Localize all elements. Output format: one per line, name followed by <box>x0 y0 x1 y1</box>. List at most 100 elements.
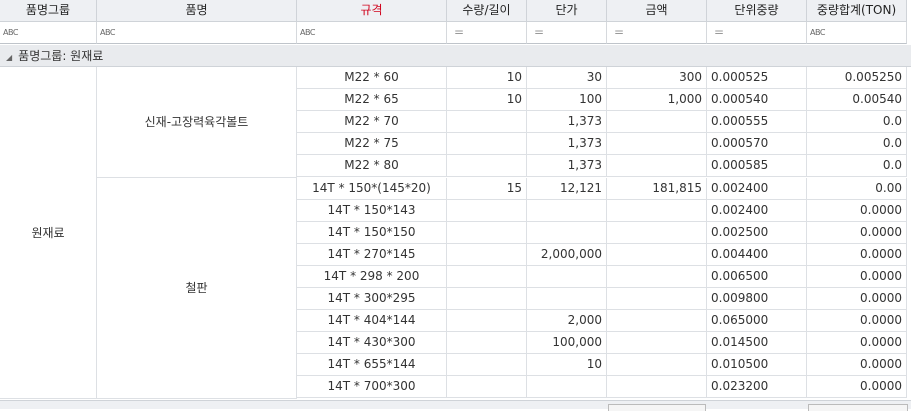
cell-spec[interactable]: 14T * 150*143 <box>297 199 447 222</box>
column-header-2[interactable]: 품명 <box>97 0 297 22</box>
cell-spec[interactable]: 14T * 150*(145*20) <box>297 177 447 200</box>
cell-total-weight[interactable]: 0.0 <box>807 133 907 156</box>
column-filter-5[interactable]: = <box>527 22 607 44</box>
cell-unit-weight[interactable]: 0.065000 <box>707 310 807 333</box>
column-header-4[interactable]: 수량/길이 <box>447 0 527 22</box>
column-header-8[interactable]: 중량합계(TON) <box>807 0 907 22</box>
cell-total-weight[interactable]: 0.0000 <box>807 310 907 333</box>
cell-spec[interactable]: 14T * 270*145 <box>297 243 447 266</box>
cell-qty[interactable] <box>447 133 527 156</box>
cell-price[interactable] <box>527 199 607 222</box>
cell-total-weight[interactable]: 0.005250 <box>807 67 907 90</box>
cell-unit-weight[interactable]: 0.014500 <box>707 332 807 355</box>
cell-price[interactable]: 10 <box>527 354 607 377</box>
cell-spec[interactable]: M22 * 60 <box>297 67 447 90</box>
cell-price[interactable]: 100,000 <box>527 332 607 355</box>
cell-unit-weight[interactable]: 0.002400 <box>707 177 807 200</box>
cell-spec[interactable]: M22 * 75 <box>297 133 447 156</box>
cell-price[interactable] <box>527 288 607 311</box>
cell-qty[interactable]: 10 <box>447 67 527 90</box>
cell-unit-weight[interactable]: 0.000540 <box>707 89 807 112</box>
cell-unit-weight[interactable]: 0.000585 <box>707 155 807 178</box>
cell-amount[interactable] <box>607 310 707 333</box>
cell-amount[interactable]: 300 <box>607 67 707 90</box>
cell-amount[interactable] <box>607 265 707 288</box>
cell-unit-weight[interactable]: 0.004400 <box>707 243 807 266</box>
cell-qty[interactable] <box>447 288 527 311</box>
cell-amount[interactable]: 181,815 <box>607 177 707 200</box>
cell-spec[interactable]: M22 * 80 <box>297 155 447 178</box>
cell-qty[interactable] <box>447 332 527 355</box>
cell-qty[interactable] <box>447 243 527 266</box>
cell-qty[interactable]: 10 <box>447 89 527 112</box>
cell-spec[interactable]: 14T * 404*144 <box>297 310 447 333</box>
cell-total-weight[interactable]: 0.0000 <box>807 221 907 244</box>
cell-spec[interactable]: M22 * 65 <box>297 89 447 112</box>
cell-total-weight[interactable]: 0.0000 <box>807 243 907 266</box>
cell-amount[interactable] <box>607 288 707 311</box>
cell-qty[interactable] <box>447 376 527 399</box>
cell-unit-weight[interactable]: 0.009800 <box>707 288 807 311</box>
cell-price[interactable] <box>527 376 607 399</box>
cell-total-weight[interactable]: 0.0000 <box>807 199 907 222</box>
cell-total-weight[interactable]: 0.0000 <box>807 288 907 311</box>
collapse-triangle-icon[interactable]: ◢ <box>6 53 13 62</box>
cell-spec[interactable]: 14T * 300*295 <box>297 288 447 311</box>
cell-unit-weight[interactable]: 0.002500 <box>707 221 807 244</box>
cell-total-weight[interactable]: 0.0000 <box>807 332 907 355</box>
cell-price[interactable] <box>527 265 607 288</box>
cell-total-weight[interactable]: 0.0000 <box>807 376 907 399</box>
cell-qty[interactable] <box>447 354 527 377</box>
cell-amount[interactable] <box>607 221 707 244</box>
cell-spec[interactable]: M22 * 70 <box>297 111 447 134</box>
cell-price[interactable] <box>527 221 607 244</box>
cell-amount[interactable] <box>607 376 707 399</box>
cell-total-weight[interactable]: 0.0 <box>807 111 907 134</box>
cell-amount[interactable] <box>607 354 707 377</box>
column-header-7[interactable]: 단위중량 <box>707 0 807 22</box>
cell-price[interactable]: 30 <box>527 67 607 90</box>
cell-price[interactable]: 12,121 <box>527 177 607 200</box>
cell-spec[interactable]: 14T * 700*300 <box>297 376 447 399</box>
cell-qty[interactable] <box>447 310 527 333</box>
cell-unit-weight[interactable]: 0.000525 <box>707 67 807 90</box>
group-row-header[interactable]: ◢ 품명그룹: 원재료 <box>0 45 911 67</box>
cell-qty[interactable] <box>447 111 527 134</box>
cell-spec[interactable]: 14T * 655*144 <box>297 354 447 377</box>
cell-amount[interactable] <box>607 199 707 222</box>
cell-amount[interactable] <box>607 332 707 355</box>
cell-qty[interactable] <box>447 221 527 244</box>
cell-unit-weight[interactable]: 0.000570 <box>707 133 807 156</box>
column-header-6[interactable]: 금액 <box>607 0 707 22</box>
cell-qty[interactable] <box>447 199 527 222</box>
cell-price[interactable]: 2,000 <box>527 310 607 333</box>
cell-total-weight[interactable]: 0.0 <box>807 155 907 178</box>
column-filter-8[interactable]: ABC <box>807 22 907 44</box>
cell-spec[interactable]: 14T * 150*150 <box>297 221 447 244</box>
cell-amount[interactable] <box>607 155 707 178</box>
column-filter-6[interactable]: = <box>607 22 707 44</box>
column-filter-1[interactable]: ABC <box>0 22 97 44</box>
column-filter-7[interactable]: = <box>707 22 807 44</box>
cell-total-weight[interactable]: 0.00540 <box>807 89 907 112</box>
cell-qty[interactable]: 15 <box>447 177 527 200</box>
column-filter-3[interactable]: ABC <box>297 22 447 44</box>
cell-amount[interactable] <box>607 111 707 134</box>
cell-price[interactable]: 1,373 <box>527 111 607 134</box>
cell-total-weight[interactable]: 0.0000 <box>807 265 907 288</box>
cell-price[interactable]: 100 <box>527 89 607 112</box>
cell-unit-weight[interactable]: 0.010500 <box>707 354 807 377</box>
column-header-5[interactable]: 단가 <box>527 0 607 22</box>
column-filter-2[interactable]: ABC <box>97 22 297 44</box>
cell-amount[interactable] <box>607 133 707 156</box>
cell-price[interactable]: 1,373 <box>527 133 607 156</box>
cell-qty[interactable] <box>447 155 527 178</box>
cell-unit-weight[interactable]: 0.002400 <box>707 199 807 222</box>
cell-price[interactable]: 2,000,000 <box>527 243 607 266</box>
cell-qty[interactable] <box>447 265 527 288</box>
cell-total-weight[interactable]: 0.00 <box>807 177 907 200</box>
cell-spec[interactable]: 14T * 430*300 <box>297 332 447 355</box>
cell-price[interactable]: 1,373 <box>527 155 607 178</box>
column-header-1[interactable]: 품명그룹 <box>0 0 97 22</box>
cell-amount[interactable]: 1,000 <box>607 89 707 112</box>
